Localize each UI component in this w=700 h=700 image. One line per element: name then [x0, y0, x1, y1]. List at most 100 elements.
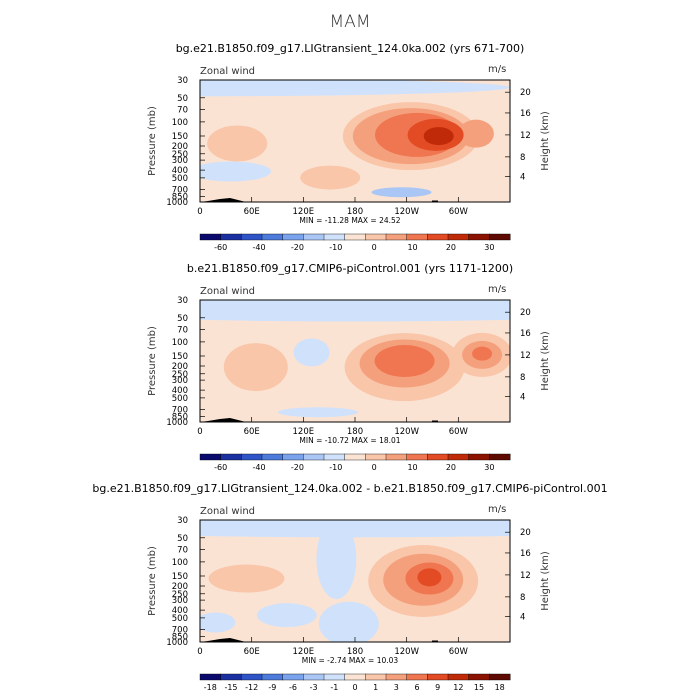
- panel-title: bg.e21.B1850.f09_g17.LIGtransient_124.0k…: [176, 42, 525, 55]
- y-axis-title: Pressure (mb): [147, 546, 158, 616]
- colorbar-box: [344, 453, 366, 461]
- colorbar-box: [199, 233, 222, 241]
- colorbar-box: [344, 233, 366, 241]
- y-tick-label: 700: [172, 186, 188, 196]
- units-label: m/s: [488, 284, 506, 295]
- height-tick-label: 16: [520, 329, 531, 339]
- x-tick-label: 60W: [449, 207, 469, 217]
- y-tick-label: 300: [172, 156, 188, 166]
- colorbar-tick-label: 20: [446, 463, 456, 472]
- colorbar-box: [303, 673, 325, 681]
- colorbar-box: [220, 233, 242, 241]
- colorbar-tick-label: -10: [329, 243, 342, 252]
- colorbar-box: [261, 453, 284, 461]
- y-tick-label: 200: [172, 582, 188, 592]
- contour-region: [423, 127, 454, 146]
- variable-label: Zonal wind: [200, 286, 255, 297]
- x-tick-label: 120E: [293, 647, 315, 657]
- units-label: m/s: [488, 504, 506, 515]
- height-tick-label: 4: [520, 172, 525, 182]
- x-tick-label: 120W: [394, 647, 419, 657]
- panel-1: bg.e21.B1850.f09_g17.LIGtransient_124.0k…: [147, 42, 551, 252]
- y-tick-label: 250: [172, 370, 188, 380]
- colorbar-box: [489, 233, 511, 241]
- colorbar-box: [365, 453, 387, 461]
- x-tick-label: 0: [197, 427, 202, 437]
- y-tick-label: 850: [172, 632, 188, 642]
- contour-region: [300, 165, 361, 190]
- y-tick-label: 400: [172, 166, 188, 176]
- colorbar-tick-label: -20: [291, 243, 304, 252]
- contour-region: [200, 300, 510, 322]
- colorbar-tick-label: 12: [453, 683, 463, 692]
- y-tick-label: 1000: [166, 198, 188, 208]
- min-max-stats: MIN = -10.72 MAX = 18.01: [299, 436, 400, 445]
- x-tick-label: 0: [197, 647, 202, 657]
- topography: [432, 640, 438, 642]
- x-tick-label: 120E: [293, 427, 315, 437]
- x-tick-label: 120W: [394, 207, 419, 217]
- colorbar-box: [199, 453, 222, 461]
- colorbar-tick-label: 30: [484, 463, 494, 472]
- colorbar-box: [241, 673, 263, 681]
- colorbar-tick-label: 10: [407, 463, 417, 472]
- y-tick-label: 150: [172, 572, 188, 582]
- colorbar-box: [489, 453, 511, 461]
- contour-region: [207, 125, 268, 162]
- colorbar-box: [468, 453, 490, 461]
- y-tick-label: 50: [177, 314, 188, 324]
- colorbar-box: [282, 233, 304, 241]
- colorbar-tick-label: 30: [484, 243, 494, 252]
- height-tick-label: 4: [520, 392, 525, 402]
- colorbar-box: [199, 673, 222, 681]
- height-tick-label: 20: [520, 528, 531, 538]
- contour-region: [208, 564, 285, 593]
- colorbar-box: [323, 453, 346, 461]
- colorbar-box: [385, 233, 408, 241]
- x-tick-label: 60W: [449, 647, 469, 657]
- colorbar-box: [406, 673, 428, 681]
- colorbar-box: [385, 453, 408, 461]
- y-tick-label: 300: [172, 376, 188, 386]
- height-axis-title: Height (km): [540, 111, 551, 171]
- topography: [200, 198, 246, 202]
- y-tick-label: 30: [177, 76, 188, 86]
- y-tick-label: 400: [172, 386, 188, 396]
- contour-region: [256, 603, 317, 628]
- contour-region: [472, 346, 493, 361]
- colorbar-tick-label: 18: [495, 683, 505, 692]
- x-tick-label: 120W: [394, 427, 419, 437]
- x-tick-label: 180: [347, 207, 363, 217]
- x-tick-label: 180: [347, 647, 363, 657]
- y-tick-label: 50: [177, 94, 188, 104]
- x-tick-label: 60E: [244, 207, 260, 217]
- contour-region: [457, 119, 494, 148]
- height-tick-label: 16: [520, 109, 531, 119]
- y-tick-label: 500: [172, 614, 188, 624]
- y-tick-label: 50: [177, 534, 188, 544]
- colorbar-tick-label: 6: [414, 683, 419, 692]
- height-tick-label: 4: [520, 612, 525, 622]
- panels-group: bg.e21.B1850.f09_g17.LIGtransient_124.0k…: [92, 42, 607, 692]
- x-tick-label: 180: [347, 427, 363, 437]
- colorbar-tick-label: -18: [204, 683, 217, 692]
- colorbar-tick-label: -60: [214, 243, 227, 252]
- colorbar-box: [282, 673, 304, 681]
- min-max-stats: MIN = -11.28 MAX = 24.52: [299, 216, 400, 225]
- colorbar-box: [220, 673, 242, 681]
- y-tick-label: 500: [172, 174, 188, 184]
- colorbar-box: [241, 453, 263, 461]
- variable-label: Zonal wind: [200, 66, 255, 77]
- x-tick-label: 60E: [244, 647, 260, 657]
- contour-region: [316, 520, 357, 600]
- colorbar-box: [447, 233, 470, 241]
- topography: [432, 420, 438, 422]
- contour-region: [200, 612, 236, 633]
- x-tick-label: 0: [197, 207, 202, 217]
- panel-2: b.e21.B1850.f09_g17.CMIP6-piControl.001 …: [147, 262, 551, 472]
- colorbar-box: [468, 233, 490, 241]
- colorbar-tick-label: -12: [245, 683, 258, 692]
- y-tick-label: 300: [172, 596, 188, 606]
- height-tick-label: 20: [520, 88, 531, 98]
